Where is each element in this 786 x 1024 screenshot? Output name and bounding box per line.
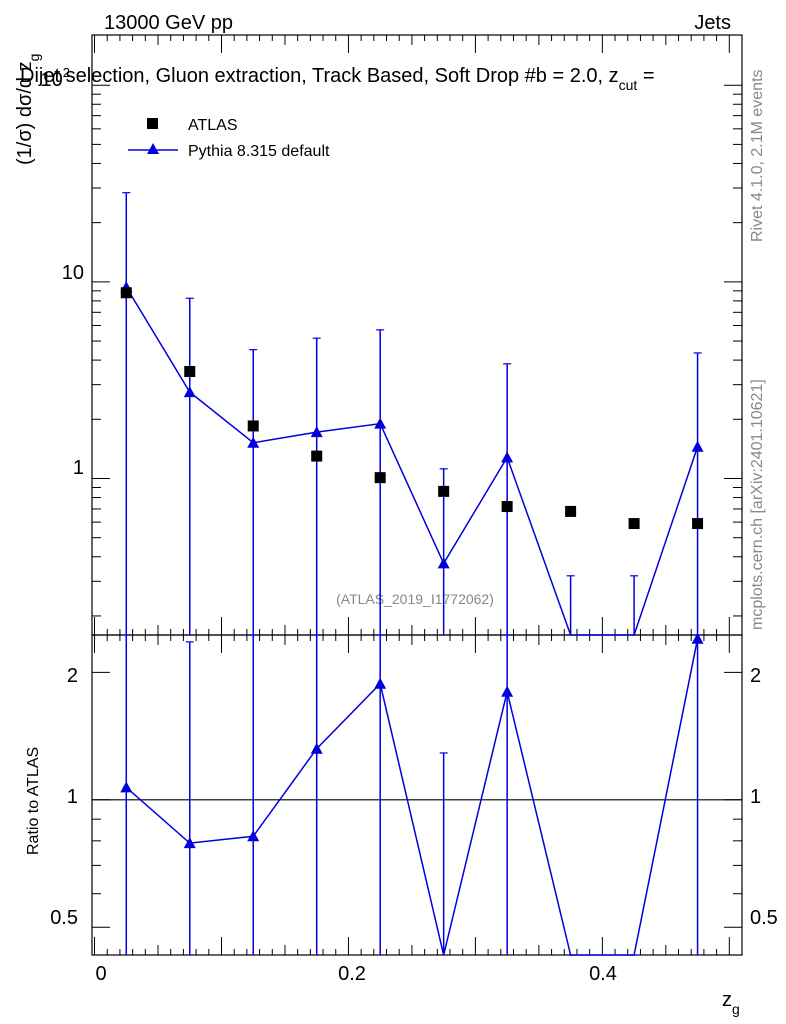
ratio-pythia-marker	[310, 742, 323, 754]
pythia-marker	[183, 386, 196, 398]
atlas-data-point	[628, 518, 640, 530]
pythia-marker	[691, 440, 704, 452]
ratio-pythia-marker	[691, 632, 704, 644]
ratio-tick-left-2: 2	[67, 665, 78, 687]
atlas-data-point	[438, 485, 450, 497]
pythia-marker	[310, 426, 323, 438]
ratio-mc-series	[120, 632, 704, 956]
ratio-tick-left-0.5: 0.5	[50, 907, 78, 929]
x-tick-label-0.2: 0.2	[338, 963, 366, 985]
y-tick-label-100: 102	[41, 65, 70, 91]
y-tick-label-10: 10	[62, 262, 84, 284]
pythia-marker	[501, 451, 514, 463]
ratio-pythia-marker	[501, 685, 514, 697]
pythia-line	[125, 286, 699, 636]
x-tick-label-0.4: 0.4	[589, 963, 617, 985]
legend-pythia-label: Pythia 8.315 default	[188, 143, 330, 160]
ratio-tick-right-1: 1	[750, 786, 761, 808]
legend-atlas-label: ATLAS	[188, 117, 238, 134]
x-axis-ticks	[94, 35, 730, 955]
ratio-y-axis-label: Ratio to ATLAS	[25, 747, 42, 855]
ratio-tick-right-0.5: 0.5	[750, 907, 778, 929]
ratio-pythia-marker	[374, 677, 387, 689]
legend-pythia-marker	[147, 143, 159, 154]
ratio-tick-right-2: 2	[750, 665, 761, 687]
ratio-pythia-marker	[120, 781, 133, 793]
y-tick-label-1: 1	[73, 457, 84, 479]
x-axis-label: zg	[722, 989, 740, 1017]
pythia-marker	[437, 557, 450, 569]
ratio-pythia-marker	[183, 837, 196, 849]
atlas-data-point	[311, 450, 323, 462]
rivet-version-label: Rivet 4.1.0, 2.1M events	[749, 69, 766, 242]
atlas-data-point	[247, 420, 259, 432]
legend-atlas-marker	[147, 118, 158, 129]
ratio-axis-ticks	[92, 671, 742, 928]
main-y-axis-label: (1/σ) dσ/d zg	[14, 54, 42, 165]
atlas-data-point	[184, 366, 196, 378]
main-atlas-series	[120, 287, 704, 530]
analysis-id-label: (ATLAS_2019_I1772062)	[336, 591, 494, 607]
ratio-pythia-line	[125, 638, 699, 956]
pythia-marker	[374, 417, 387, 429]
plot-title: Dijet selection, Gluon extraction, Track…	[20, 65, 655, 93]
atlas-data-point	[374, 472, 386, 484]
ratio-pythia-marker	[247, 830, 260, 842]
x-tick-label-0: 0	[95, 963, 106, 985]
atlas-data-point	[501, 501, 513, 513]
pythia-marker	[247, 436, 260, 448]
ratio-plot-frame	[91, 634, 743, 956]
atlas-data-point	[692, 518, 704, 530]
jets-label: Jets	[694, 12, 731, 34]
main-mc-series	[120, 192, 704, 636]
ratio-tick-left-1: 1	[67, 786, 78, 808]
mcplots-label: mcplots.cern.ch [arXiv:2401.10621]	[749, 379, 766, 630]
atlas-data-point	[120, 287, 132, 299]
atlas-data-point	[565, 505, 577, 517]
main-axis-ticks	[92, 84, 742, 617]
energy-label: 13000 GeV pp	[104, 12, 233, 34]
